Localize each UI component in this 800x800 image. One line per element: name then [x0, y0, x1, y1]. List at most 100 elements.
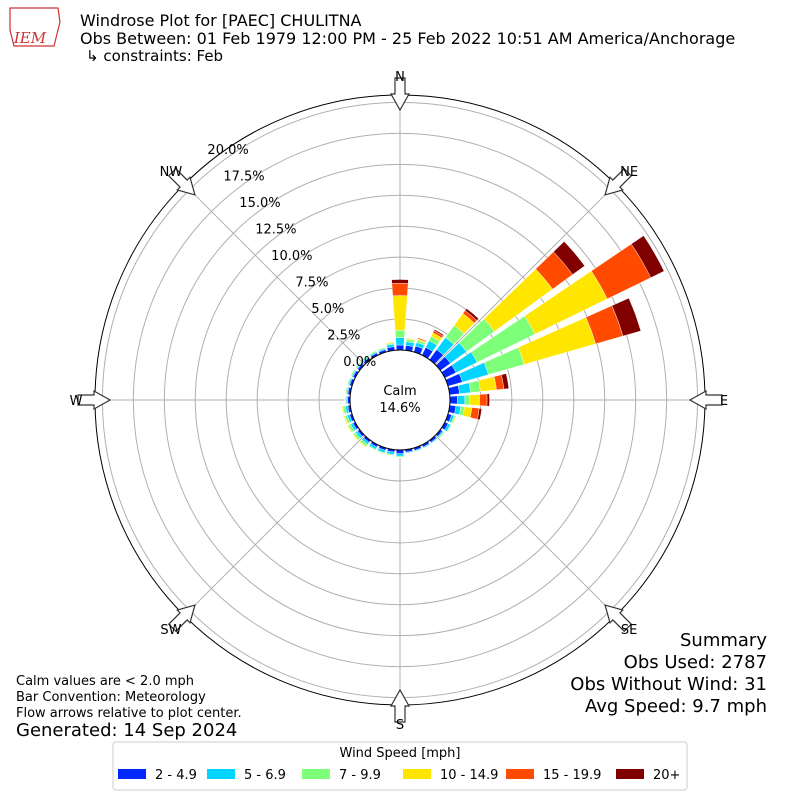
grid-spoke	[183, 183, 365, 365]
direction-label: SW	[160, 623, 181, 638]
bar-segment	[478, 376, 497, 392]
bar-segment	[479, 393, 488, 407]
direction-label: NE	[620, 165, 638, 180]
direction-arrow	[604, 604, 633, 633]
legend-label: 20+	[653, 768, 680, 783]
direction-label: E	[720, 394, 728, 409]
r-tick-label: 12.5%	[255, 223, 296, 238]
bar-segment	[439, 432, 445, 439]
plot: 0.0% 2.5% 5.0% 7.5% 10.0% 12.5% 15.0% 17.5% 20.0…	[70, 70, 729, 733]
legend-swatch	[302, 769, 330, 779]
bar-segment	[501, 373, 510, 390]
legend-swatch	[506, 769, 534, 779]
legend-label: 7 - 9.9	[339, 768, 381, 783]
legend-items: 2 - 4.9 5 - 6.9 7 - 9.9 10 - 14.9 15 - 19.9 2…	[118, 768, 680, 783]
chart-title: Windrose Plot for [PAEC] CHULITNA	[80, 11, 362, 30]
bar-segment	[469, 394, 480, 406]
grid-spoke	[435, 435, 617, 617]
bar-segment	[394, 329, 406, 338]
bar-segment	[350, 369, 355, 376]
bar-segment	[486, 393, 490, 407]
summary-line: Avg Speed: 9.7 mph	[585, 696, 767, 717]
bar-segment	[386, 454, 395, 457]
bar-segment	[361, 355, 368, 361]
bar-segment	[631, 235, 665, 278]
bar-segment	[355, 361, 361, 368]
summary-line: Obs Used: 2787	[624, 652, 767, 673]
direction-arrow	[77, 389, 112, 411]
note: Bar Convention: Meteorology	[16, 690, 206, 705]
bar-segment	[391, 282, 409, 297]
legend-title: Wind Speed [mph]	[340, 746, 461, 761]
legend-box	[112, 741, 688, 791]
direction-label: S	[396, 718, 404, 733]
logo-outline	[9, 7, 61, 47]
bar-segment	[391, 279, 409, 284]
r-tick-label: 5.0%	[311, 302, 344, 317]
calm-label: Calm	[383, 384, 416, 399]
legend-label: 15 - 19.9	[543, 768, 601, 783]
direction-label: W	[70, 394, 83, 409]
summary-line: Obs Without Wind: 31	[570, 674, 767, 695]
legend-swatch	[403, 769, 431, 779]
bar-segment	[359, 442, 366, 448]
direction-arrow	[167, 604, 196, 633]
bar-segment	[453, 416, 457, 424]
legend-label: 5 - 6.9	[244, 768, 286, 783]
bar-segment	[553, 241, 585, 275]
bar-segment	[395, 337, 405, 346]
r-tick-label: 17.5%	[223, 169, 264, 184]
direction-arrow	[389, 77, 411, 112]
direction-arrow	[389, 688, 411, 723]
r-tick-label: 0.0%	[343, 355, 376, 370]
bar-segment	[611, 297, 642, 337]
bar-segment	[405, 451, 414, 454]
legend: Wind Speed [mph] 2 - 4.9 5 - 6.9 7 - 9.9 10…	[112, 741, 688, 791]
legend-swatch	[616, 769, 644, 779]
bar-segment	[377, 346, 385, 350]
r-tick-label: 15.0%	[239, 196, 280, 211]
logo-text: IEM	[13, 29, 47, 47]
note: Flow arrows relative to plot center.	[16, 706, 242, 721]
r-tick-label: 20.0%	[207, 143, 248, 158]
calm-value: 14.6%	[379, 401, 420, 416]
constraints: ↳ constraints: Feb	[86, 47, 223, 65]
bar-segment	[433, 329, 445, 337]
bar-segment	[464, 308, 479, 321]
bar-segment	[392, 295, 408, 331]
grid-spoke	[183, 435, 365, 617]
generated: Generated: 14 Sep 2024	[16, 720, 237, 741]
legend-label: 2 - 4.9	[155, 768, 197, 783]
r-tick-label: 2.5%	[327, 329, 360, 344]
bar-segment	[468, 380, 481, 393]
bar-segment	[457, 395, 466, 405]
bar-segment	[395, 344, 405, 351]
direction-arrow	[604, 167, 633, 196]
calm-circle	[349, 349, 451, 451]
bar-segment	[464, 394, 471, 406]
direction-label: N	[395, 70, 405, 85]
chart-subtitle: Obs Between: 01 Feb 1979 12:00 PM - 25 F…	[80, 29, 735, 48]
legend-swatch	[207, 769, 235, 779]
direction-label: SE	[621, 623, 637, 638]
bar-segment	[377, 451, 385, 455]
legend-swatch	[118, 769, 146, 779]
bar-segment	[395, 453, 405, 457]
grid-spoke	[435, 183, 617, 365]
direction-arrow	[688, 389, 723, 411]
r-tick-label: 7.5%	[295, 276, 328, 291]
r-tick-label: 10.0%	[271, 249, 312, 264]
bar-segment	[457, 382, 471, 394]
direction-label: NW	[160, 165, 183, 180]
legend-label: 10 - 14.9	[440, 768, 498, 783]
bar-segment	[448, 385, 460, 395]
bar-segment	[449, 395, 458, 405]
note: Calm values are < 2.0 mph	[16, 674, 194, 689]
direction-arrow	[167, 167, 196, 196]
bar-segment	[431, 438, 438, 444]
summary-line: Summary	[680, 630, 767, 651]
bar-segment	[477, 408, 482, 421]
logo: IEM	[9, 7, 61, 47]
